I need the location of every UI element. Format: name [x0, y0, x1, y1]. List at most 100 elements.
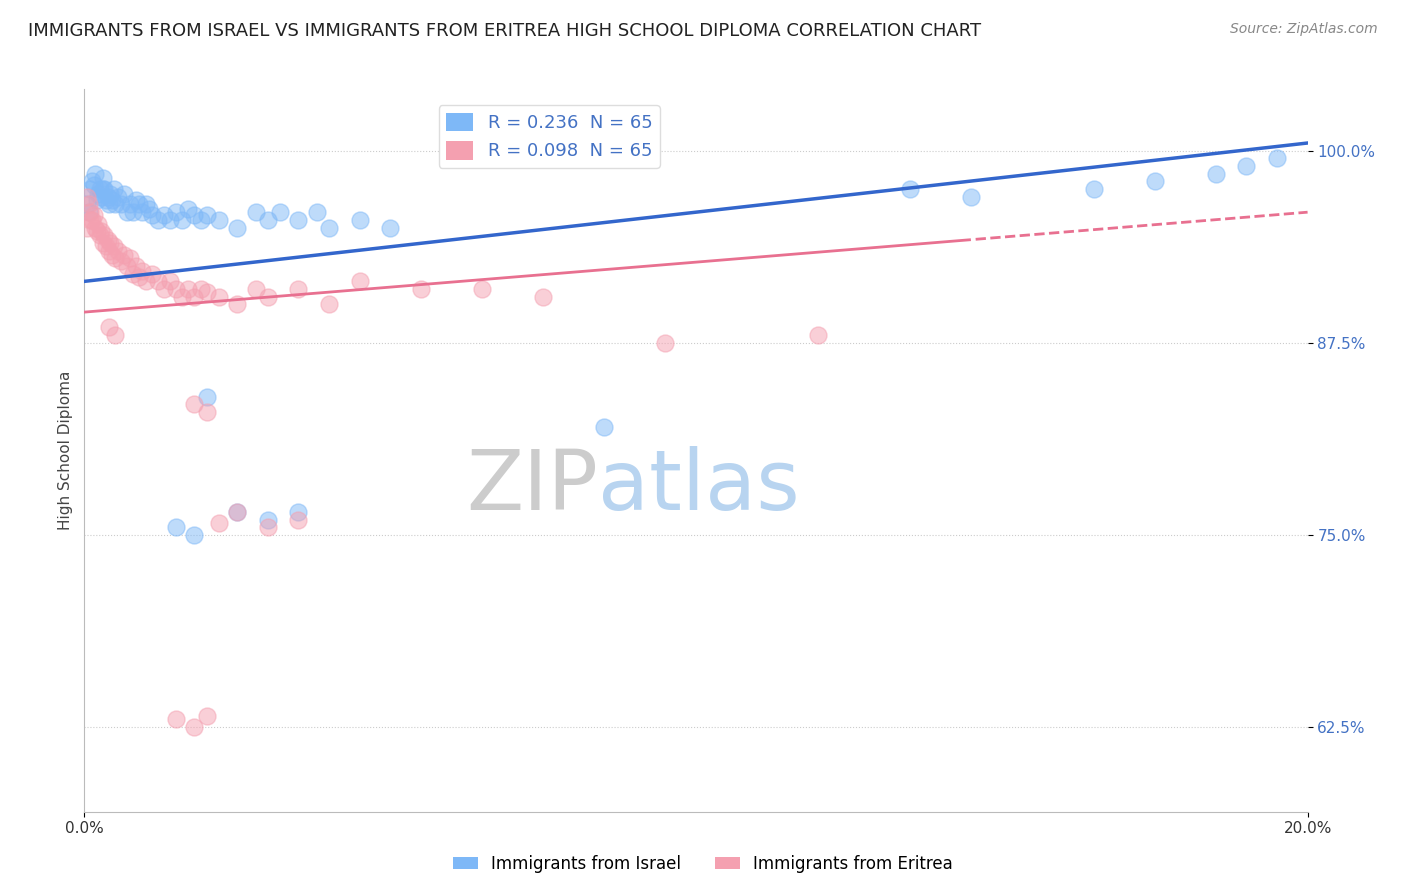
Point [177, 282, 200, 296]
Point [84, 167, 107, 181]
Point [177, 202, 200, 216]
Point [79, 205, 101, 219]
Point [1265, 152, 1288, 166]
Point [86, 224, 108, 238]
Point [318, 220, 340, 235]
Point [183, 720, 205, 734]
Point [97, 320, 120, 334]
Point [89, 228, 111, 243]
Point [90, 224, 112, 238]
Point [83, 208, 105, 222]
Point [190, 212, 212, 227]
Point [77, 197, 100, 211]
Point [135, 274, 157, 288]
Point [960, 190, 983, 204]
Point [531, 290, 554, 304]
Point [97, 233, 120, 247]
Point [77, 205, 100, 219]
Point [131, 263, 153, 277]
Point [349, 212, 371, 227]
Point [87, 218, 110, 232]
Point [165, 520, 187, 534]
Point [87, 186, 110, 201]
Point [183, 208, 205, 222]
Point [153, 282, 176, 296]
Point [245, 282, 267, 296]
Point [94, 239, 117, 253]
Point [101, 193, 124, 207]
Point [107, 190, 129, 204]
Point [195, 208, 218, 222]
Point [94, 193, 117, 207]
Point [107, 244, 129, 258]
Point [128, 269, 150, 284]
Point [98, 186, 121, 201]
Point [257, 212, 280, 227]
Point [380, 220, 402, 235]
Point [97, 244, 120, 258]
Point [125, 193, 148, 207]
Point [93, 182, 115, 196]
Point [97, 190, 120, 204]
Text: atlas: atlas [598, 446, 800, 527]
Point [269, 205, 291, 219]
Point [112, 248, 135, 262]
Point [90, 190, 112, 204]
Point [146, 274, 169, 288]
Point [257, 520, 280, 534]
Point [226, 220, 249, 235]
Point [103, 239, 125, 253]
Y-axis label: High School Diploma: High School Diploma [58, 371, 73, 530]
Point [257, 513, 280, 527]
Point [79, 182, 101, 196]
Point [128, 197, 150, 211]
Point [80, 174, 103, 188]
Point [110, 197, 132, 211]
Point [318, 297, 340, 311]
Text: ZIP: ZIP [467, 446, 598, 527]
Point [159, 274, 181, 288]
Point [183, 290, 205, 304]
Point [1143, 174, 1166, 188]
Point [195, 390, 218, 404]
Point [245, 205, 267, 219]
Point [208, 290, 231, 304]
Point [898, 182, 921, 196]
Point [165, 282, 187, 296]
Point [165, 713, 187, 727]
Point [115, 259, 138, 273]
Point [125, 259, 148, 273]
Point [80, 212, 103, 227]
Point [305, 205, 328, 219]
Point [807, 328, 830, 343]
Point [471, 282, 494, 296]
Point [226, 297, 249, 311]
Point [153, 208, 176, 222]
Point [122, 205, 145, 219]
Point [86, 193, 108, 207]
Point [195, 285, 218, 299]
Point [257, 290, 280, 304]
Point [76, 190, 98, 204]
Point [287, 212, 309, 227]
Point [141, 267, 163, 281]
Point [93, 228, 115, 243]
Point [226, 505, 249, 519]
Point [76, 197, 98, 211]
Text: Source: ZipAtlas.com: Source: ZipAtlas.com [1230, 22, 1378, 37]
Point [84, 220, 107, 235]
Point [131, 205, 153, 219]
Point [287, 282, 309, 296]
Point [1083, 182, 1105, 196]
Point [654, 335, 676, 350]
Point [183, 528, 205, 542]
Point [1236, 159, 1258, 173]
Point [138, 202, 160, 216]
Point [165, 205, 187, 219]
Point [97, 197, 120, 211]
Point [135, 197, 157, 211]
Point [101, 248, 124, 262]
Point [226, 505, 249, 519]
Point [195, 709, 218, 723]
Legend: R = 0.236  N = 65, R = 0.098  N = 65: R = 0.236 N = 65, R = 0.098 N = 65 [439, 105, 659, 168]
